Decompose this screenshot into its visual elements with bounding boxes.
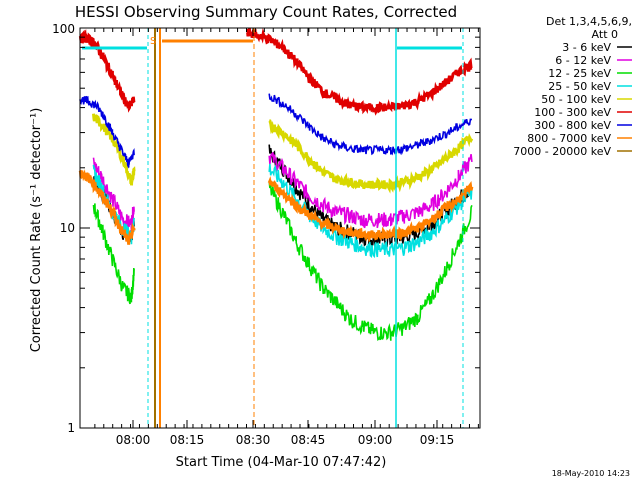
legend-label: 300 - 800 keV — [534, 119, 611, 132]
series-line — [268, 180, 473, 341]
legend-label: 7000 - 20000 keV — [513, 145, 611, 158]
series-line — [92, 157, 135, 231]
series-line — [78, 169, 136, 245]
x-axis-title: Start Time (04-Mar-10 07:47:42) — [176, 455, 387, 470]
series-line — [246, 28, 473, 116]
series-line — [78, 28, 136, 113]
legend-label: 25 - 50 keV — [548, 80, 611, 93]
series-line — [268, 119, 474, 194]
x-tick-label: 09:15 — [420, 433, 455, 447]
chart-title: HESSI Observing Summary Count Rates, Cor… — [75, 3, 457, 21]
series-800-7000-kev — [78, 169, 474, 245]
x-tick-label: 09:00 — [358, 433, 393, 447]
y-axis-title: Corrected Count Rate (s⁻¹ detector⁻¹) — [29, 108, 44, 353]
series-50-100-kev — [92, 113, 474, 194]
legend-label: 50 - 100 keV — [541, 93, 611, 106]
series-300-800-kev — [79, 93, 473, 169]
x-tick-label: 08:15 — [170, 433, 205, 447]
series-group — [78, 28, 474, 341]
series-12-25-kev — [92, 180, 473, 341]
interval-markers — [82, 28, 464, 428]
detector-label: Det 1,3,4,5,6,9, — [546, 15, 632, 28]
legend-label: 6 - 12 keV — [555, 54, 611, 67]
x-tick-label: 08:00 — [116, 433, 151, 447]
flag-label: S — [150, 36, 156, 47]
footer-date: 18-May-2010 14:23 — [552, 469, 630, 478]
series-line — [267, 176, 474, 243]
series-line — [92, 203, 135, 305]
series-line — [268, 93, 473, 156]
y-tick-label: 1 — [67, 421, 75, 435]
series-6-12-kev — [92, 152, 473, 231]
legend-label: 12 - 25 keV — [548, 67, 611, 80]
series-100-300-kev — [78, 28, 473, 116]
y-tick-label: 100 — [52, 22, 75, 36]
y-tick-label: 10 — [60, 221, 75, 235]
series-line — [92, 113, 136, 186]
legend-label: 100 - 300 keV — [534, 106, 611, 119]
x-tick-label: 08:45 — [291, 433, 326, 447]
series-line — [268, 152, 473, 229]
x-tick-label: 08:30 — [236, 433, 271, 447]
series-line — [79, 95, 135, 169]
axis-ticks — [80, 27, 480, 429]
legend-label: 3 - 6 keV — [562, 41, 611, 54]
legend-label: 800 - 7000 keV — [527, 132, 611, 145]
attenuator-label: Att 0 — [592, 28, 618, 41]
